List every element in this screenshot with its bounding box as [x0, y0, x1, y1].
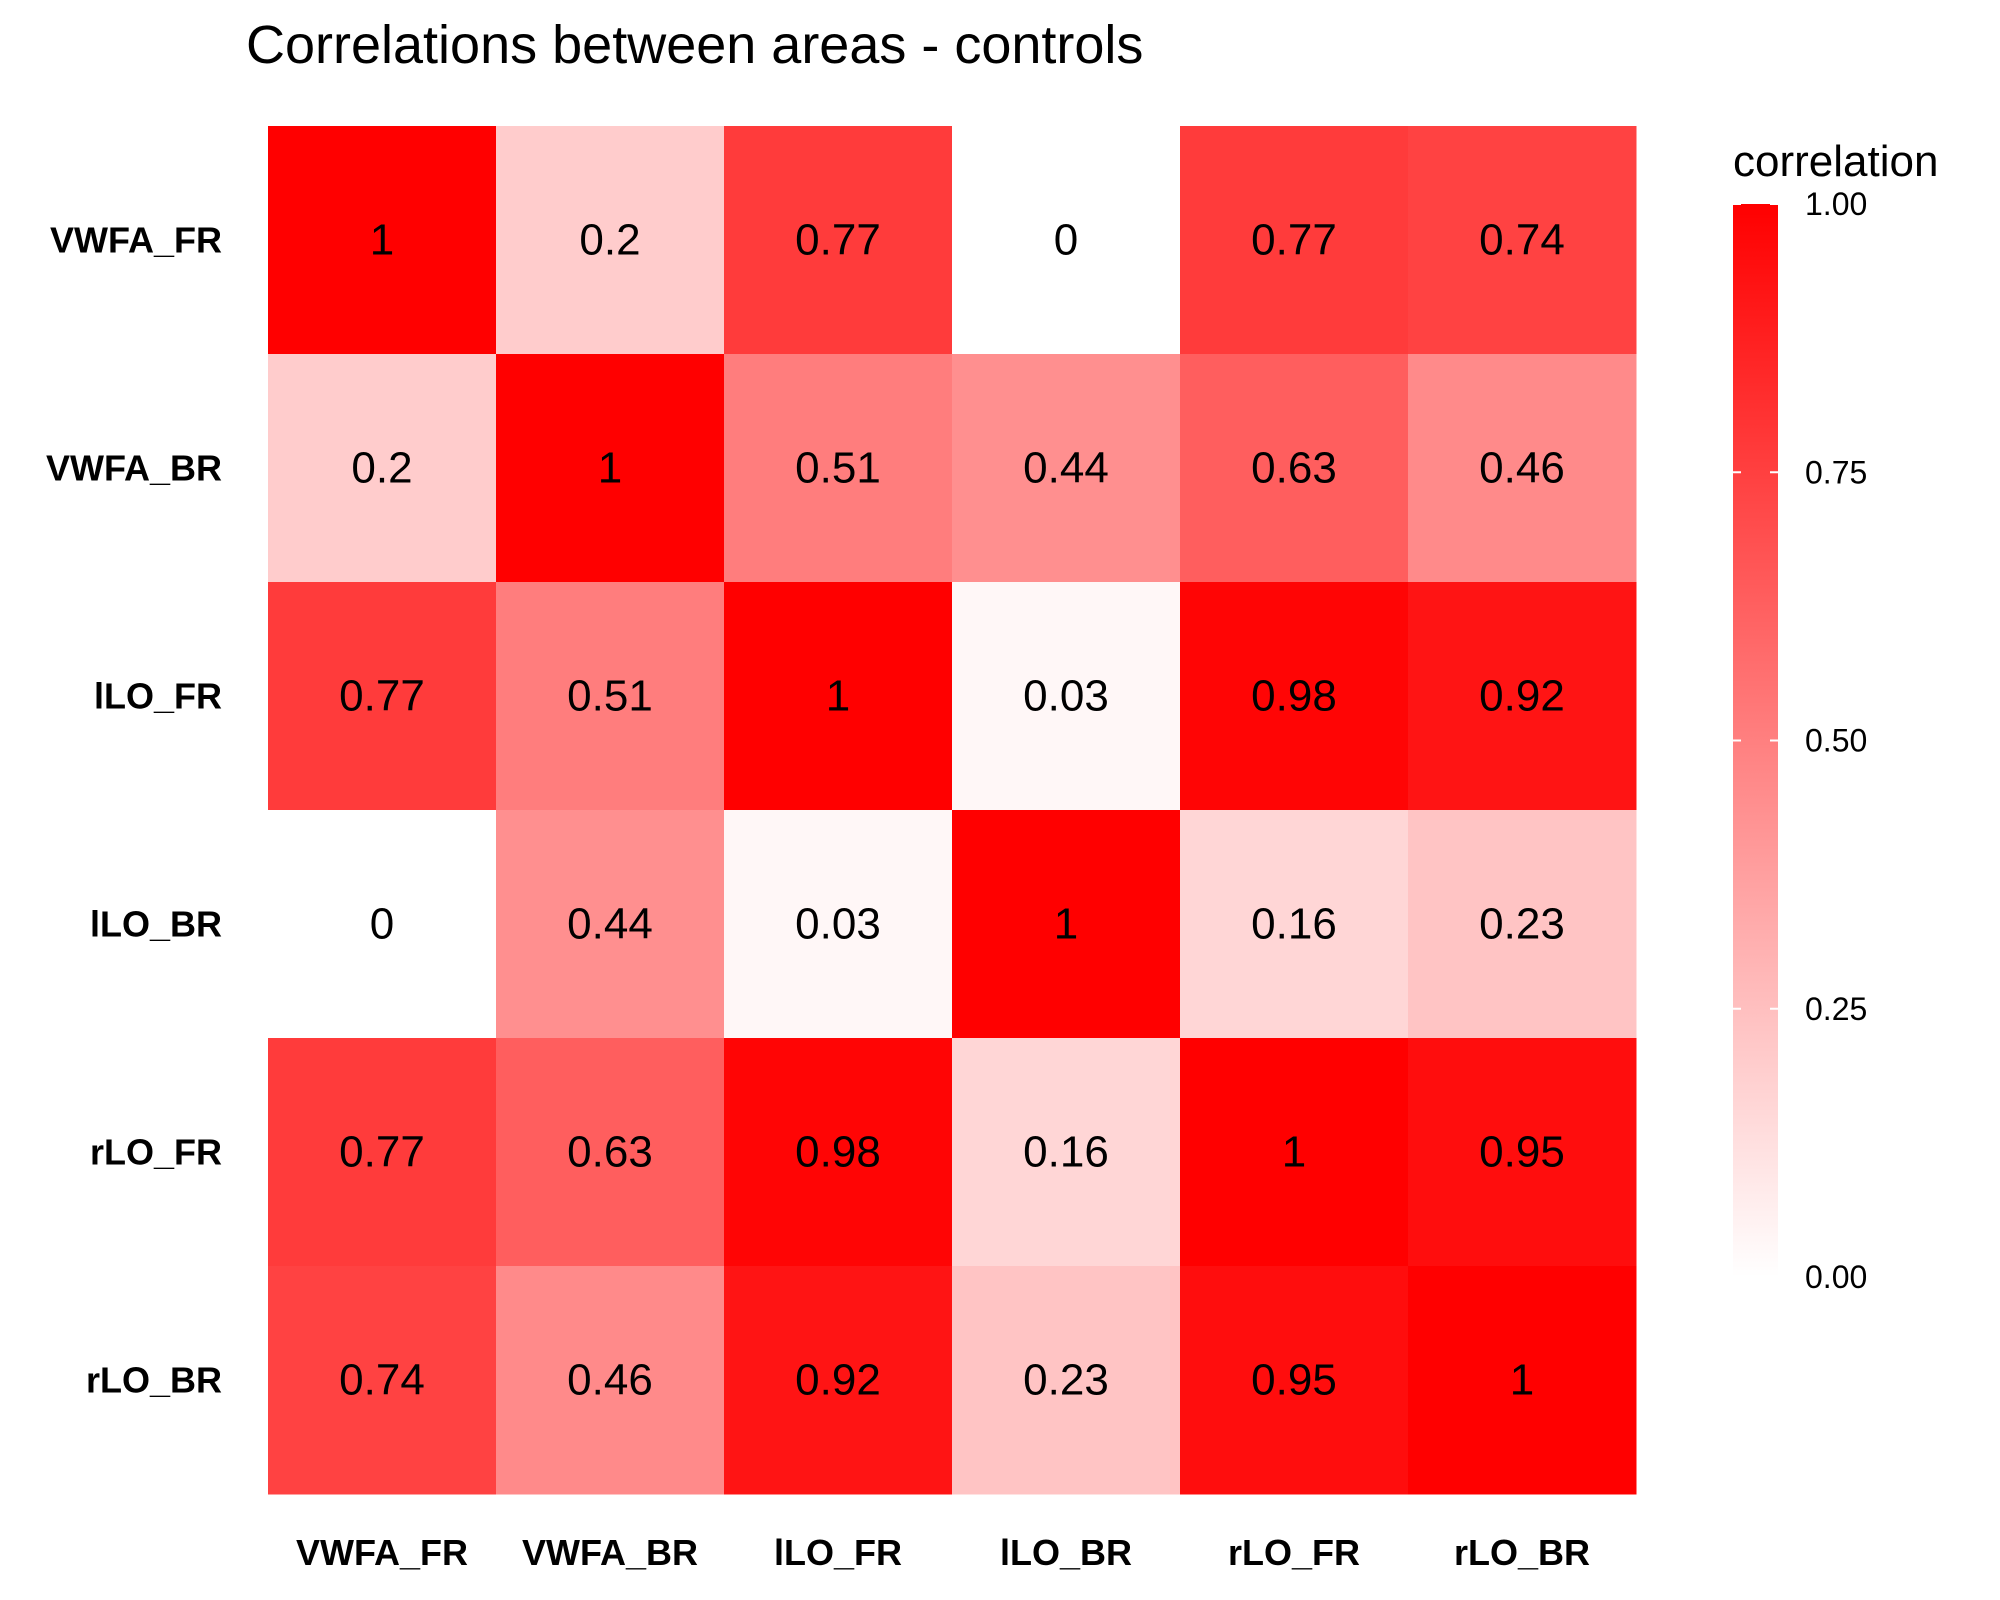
- cell-value-label: 0.23: [1479, 900, 1565, 949]
- cell-value-label: 1: [598, 444, 622, 493]
- cell-value-label: 0.51: [795, 444, 881, 493]
- y-axis-labels: VWFA_FR VWFA_BR lLO_FR lLO_BR rLO_FR rLO_BR: [46, 220, 222, 1401]
- cell-value-label: 0.23: [1023, 1356, 1109, 1405]
- cell-value-label: 0: [370, 900, 394, 949]
- heatmap-cell: [496, 1266, 725, 1495]
- heatmap-cell: [952, 1266, 1181, 1495]
- heatmap-cell: [496, 1038, 725, 1267]
- heatmap-cell: [1180, 810, 1409, 1039]
- cell-value-label: 0.63: [567, 1128, 653, 1177]
- legend-tick-label: 0.00: [1805, 1259, 1867, 1295]
- cell-value-label: 0.77: [795, 216, 881, 265]
- cell-value-label: 1: [826, 672, 850, 721]
- cell-value-label: 1: [1510, 1356, 1534, 1405]
- heatmap-cell: [268, 582, 497, 811]
- cell-value-label: 0.44: [567, 900, 653, 949]
- cell-value-label: 0.95: [1479, 1128, 1565, 1177]
- heatmap-cell: [1408, 1266, 1637, 1495]
- y-tick-label: VWFA_FR: [50, 220, 222, 261]
- heatmap-cell: [724, 1266, 953, 1495]
- cell-value-label: 0.2: [351, 444, 412, 493]
- x-tick-label: rLO_BR: [1454, 1532, 1590, 1573]
- heatmap-cell: [724, 354, 953, 583]
- cell-value-label: 0.77: [339, 1128, 425, 1177]
- heatmap-cell: [724, 582, 953, 811]
- cell-value-label: 0.46: [1479, 444, 1565, 493]
- cell-value-label: 0.16: [1251, 900, 1337, 949]
- legend-tick-label: 0.75: [1805, 454, 1867, 490]
- legend-title: correlation: [1733, 137, 1938, 186]
- heatmap-cell: [1408, 810, 1637, 1039]
- heatmap-cell: [1180, 126, 1409, 355]
- heatmap-cell: [1180, 1266, 1409, 1495]
- heatmap-cell: [724, 810, 953, 1039]
- heatmap-cell: [952, 810, 1181, 1039]
- heatmap-cell: [1180, 354, 1409, 583]
- cell-value-label: 0.95: [1251, 1356, 1337, 1405]
- cell-value-label: 0.77: [1251, 216, 1337, 265]
- cell-value-label: 0: [1054, 216, 1078, 265]
- heatmap-cell: [724, 126, 953, 355]
- cell-value-label: 0.2: [579, 216, 640, 265]
- cell-value-label: 0.92: [795, 1356, 881, 1405]
- x-tick-label: VWFA_FR: [296, 1532, 468, 1573]
- chart-title: Correlations between areas - controls: [246, 15, 1144, 75]
- y-tick-label: rLO_FR: [90, 1132, 222, 1173]
- cell-value-label: 0.46: [567, 1356, 653, 1405]
- cell-value-label: 1: [1054, 900, 1078, 949]
- cell-value-label: 0.51: [567, 672, 653, 721]
- heatmap-cell: [1408, 1038, 1637, 1267]
- cell-value-label: 0.98: [1251, 672, 1337, 721]
- heatmap-cell: [724, 1038, 953, 1267]
- heatmap-cell: [952, 126, 1181, 355]
- heatmap-cell: [1408, 126, 1637, 355]
- cell-value-label: 0.03: [795, 900, 881, 949]
- cells-layer: 1 0.2 0.77 0 0.77 0.74 0.2 1 0.51 0.44 0.63 0.46 0.7…: [268, 126, 1637, 1495]
- color-legend: correlation 0.00 0.25 0.50 0.75 1.00: [1733, 137, 1938, 1295]
- heatmap-cell: [268, 810, 497, 1039]
- heatmap-cell: [1408, 354, 1637, 583]
- cell-value-label: 1: [370, 216, 394, 265]
- cell-value-label: 1: [1282, 1128, 1306, 1177]
- cell-value-label: 0.77: [339, 672, 425, 721]
- cell-value-label: 0.74: [1479, 216, 1565, 265]
- y-tick-label: lLO_FR: [94, 676, 222, 717]
- cell-value-label: 0.44: [1023, 444, 1109, 493]
- cell-value-label: 0.74: [339, 1356, 425, 1405]
- heatmap-cell: [496, 354, 725, 583]
- heatmap-cell: [496, 126, 725, 355]
- heatmap-cell: [496, 810, 725, 1039]
- x-tick-label: lLO_FR: [774, 1532, 902, 1573]
- legend-tick-label: 1.00: [1805, 186, 1867, 222]
- y-tick-label: lLO_BR: [90, 904, 222, 945]
- heatmap-cell: [268, 354, 497, 583]
- heatmap-cell: [268, 1266, 497, 1495]
- heatmap-cell: [952, 582, 1181, 811]
- x-tick-label: VWFA_BR: [522, 1532, 698, 1573]
- x-tick-label: rLO_FR: [1228, 1532, 1360, 1573]
- heatmap-cell: [268, 1038, 497, 1267]
- cell-value-label: 0.98: [795, 1128, 881, 1177]
- x-tick-label: lLO_BR: [1000, 1532, 1132, 1573]
- heatmap-cell: [952, 354, 1181, 583]
- cell-value-label: 0.16: [1023, 1128, 1109, 1177]
- y-tick-label: VWFA_BR: [46, 448, 222, 489]
- heatmap-cell: [496, 582, 725, 811]
- heatmap-cell: [268, 126, 497, 355]
- y-tick-label: rLO_BR: [86, 1360, 222, 1401]
- legend-tick-label: 0.25: [1805, 991, 1867, 1027]
- heatmap-cell: [1180, 582, 1409, 811]
- cell-value-label: 0.63: [1251, 444, 1337, 493]
- x-axis-labels: VWFA_FR VWFA_BR lLO_FR lLO_BR rLO_FR rLO_BR: [296, 1532, 1590, 1573]
- heatmap-cell: [1180, 1038, 1409, 1267]
- heatmap-cell: [1408, 582, 1637, 811]
- cell-value-label: 0.03: [1023, 672, 1109, 721]
- legend-tick-label: 0.50: [1805, 723, 1867, 759]
- heatmap-cell: [952, 1038, 1181, 1267]
- cell-value-label: 0.92: [1479, 672, 1565, 721]
